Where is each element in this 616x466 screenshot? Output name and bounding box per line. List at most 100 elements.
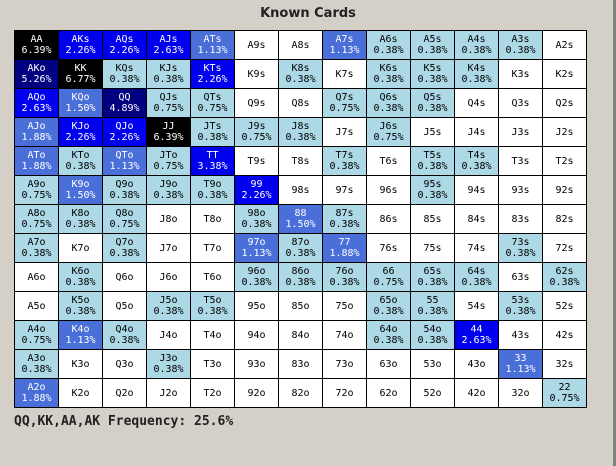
hand-cell[interactable]: QTo 1.13% (103, 147, 147, 176)
hand-cell[interactable]: QJs 0.75% (147, 89, 191, 118)
hand-cell[interactable]: 94s (455, 176, 499, 205)
hand-cell[interactable]: T9s (235, 147, 279, 176)
hand-cell[interactable]: Q9s (235, 89, 279, 118)
hand-cell[interactable]: A8s (279, 31, 323, 60)
hand-cell[interactable]: 54s (455, 292, 499, 321)
hand-cell[interactable]: 98o 0.38% (235, 205, 279, 234)
hand-cell[interactable]: A7s 1.13% (323, 31, 367, 60)
hand-cell[interactable]: 85o (279, 292, 323, 321)
hand-cell[interactable]: KJs 0.38% (147, 60, 191, 89)
hand-cell[interactable]: J2o (147, 379, 191, 408)
hand-cell[interactable]: K3s (499, 60, 543, 89)
hand-cell[interactable]: J9s 0.75% (235, 118, 279, 147)
hand-cell[interactable]: Q2o (103, 379, 147, 408)
hand-cell[interactable]: Q8s (279, 89, 323, 118)
hand-cell[interactable]: T6o (191, 263, 235, 292)
hand-cell[interactable]: K3o (59, 350, 103, 379)
hand-cell[interactable]: QQ 4.89% (103, 89, 147, 118)
hand-cell[interactable]: 77 1.88% (323, 234, 367, 263)
hand-cell[interactable]: 82s (543, 205, 587, 234)
hand-cell[interactable]: K2s (543, 60, 587, 89)
hand-cell[interactable]: TT 3.38% (191, 147, 235, 176)
hand-cell[interactable]: 75s (411, 234, 455, 263)
hand-cell[interactable]: 83o (279, 350, 323, 379)
hand-cell[interactable]: 84o (279, 321, 323, 350)
hand-cell[interactable]: 76o 0.38% (323, 263, 367, 292)
hand-cell[interactable]: K6s 0.38% (367, 60, 411, 89)
hand-cell[interactable]: A3s 0.38% (499, 31, 543, 60)
hand-cell[interactable]: 96s (367, 176, 411, 205)
hand-cell[interactable]: 53o (411, 350, 455, 379)
hand-cell[interactable]: 44 2.63% (455, 321, 499, 350)
hand-cell[interactable]: A3o 0.38% (15, 350, 59, 379)
hand-cell[interactable]: JJ 6.39% (147, 118, 191, 147)
hand-cell[interactable]: T8s (279, 147, 323, 176)
hand-cell[interactable]: 75o (323, 292, 367, 321)
hand-cell[interactable]: AJo 1.88% (15, 118, 59, 147)
hand-cell[interactable]: J8s 0.38% (279, 118, 323, 147)
hand-cell[interactable]: Q7s 0.75% (323, 89, 367, 118)
hand-cell[interactable]: T6s (367, 147, 411, 176)
hand-cell[interactable]: 93o (235, 350, 279, 379)
hand-cell[interactable]: 96o 0.38% (235, 263, 279, 292)
hand-cell[interactable]: 52o (411, 379, 455, 408)
hand-cell[interactable]: J7o (147, 234, 191, 263)
hand-cell[interactable]: K9s (235, 60, 279, 89)
hand-cell[interactable]: T7o (191, 234, 235, 263)
hand-cell[interactable]: 22 0.75% (543, 379, 587, 408)
hand-cell[interactable]: 64s 0.38% (455, 263, 499, 292)
hand-cell[interactable]: 76s (367, 234, 411, 263)
hand-cell[interactable]: A5s 0.38% (411, 31, 455, 60)
hand-cell[interactable]: Q4s (455, 89, 499, 118)
hand-cell[interactable]: T8o (191, 205, 235, 234)
hand-cell[interactable]: J6o (147, 263, 191, 292)
hand-cell[interactable]: JTs 0.38% (191, 118, 235, 147)
hand-cell[interactable]: T4s 0.38% (455, 147, 499, 176)
hand-cell[interactable]: A7o 0.38% (15, 234, 59, 263)
hand-cell[interactable]: T2o (191, 379, 235, 408)
hand-cell[interactable]: J9o 0.38% (147, 176, 191, 205)
hand-cell[interactable]: J5o 0.38% (147, 292, 191, 321)
hand-cell[interactable]: K5s 0.38% (411, 60, 455, 89)
hand-cell[interactable]: J2s (543, 118, 587, 147)
hand-cell[interactable]: Q4o 0.38% (103, 321, 147, 350)
hand-cell[interactable]: 83s (499, 205, 543, 234)
hand-cell[interactable]: J4s (455, 118, 499, 147)
hand-cell[interactable]: T5s 0.38% (411, 147, 455, 176)
hand-cell[interactable]: Q3o (103, 350, 147, 379)
hand-cell[interactable]: 98s (279, 176, 323, 205)
hand-cell[interactable]: 73s 0.38% (499, 234, 543, 263)
hand-cell[interactable]: Q6s 0.38% (367, 89, 411, 118)
hand-cell[interactable]: AKo 5.26% (15, 60, 59, 89)
hand-cell[interactable]: KQs 0.38% (103, 60, 147, 89)
hand-cell[interactable]: JTo 0.75% (147, 147, 191, 176)
hand-cell[interactable]: 65o 0.38% (367, 292, 411, 321)
hand-cell[interactable]: 99 2.26% (235, 176, 279, 205)
hand-cell[interactable]: Q2s (543, 89, 587, 118)
hand-cell[interactable]: KJo 2.26% (59, 118, 103, 147)
hand-cell[interactable]: 42s (543, 321, 587, 350)
hand-cell[interactable]: 92s (543, 176, 587, 205)
hand-cell[interactable]: 82o (279, 379, 323, 408)
hand-cell[interactable]: 74s (455, 234, 499, 263)
hand-cell[interactable]: 95s 0.38% (411, 176, 455, 205)
hand-cell[interactable]: J4o (147, 321, 191, 350)
hand-cell[interactable]: J5s (411, 118, 455, 147)
hand-cell[interactable]: 33 1.13% (499, 350, 543, 379)
hand-cell[interactable]: 32s (543, 350, 587, 379)
hand-cell[interactable]: 73o (323, 350, 367, 379)
hand-cell[interactable]: Q3s (499, 89, 543, 118)
hand-cell[interactable]: 54o 0.38% (411, 321, 455, 350)
hand-cell[interactable]: 52s (543, 292, 587, 321)
hand-cell[interactable]: QTs 0.75% (191, 89, 235, 118)
hand-cell[interactable]: Q5o (103, 292, 147, 321)
hand-cell[interactable]: 95o (235, 292, 279, 321)
hand-cell[interactable]: 72o (323, 379, 367, 408)
hand-cell[interactable]: A4s 0.38% (455, 31, 499, 60)
hand-cell[interactable]: K4s 0.38% (455, 60, 499, 89)
hand-cell[interactable]: K2o (59, 379, 103, 408)
hand-cell[interactable]: QJo 2.26% (103, 118, 147, 147)
hand-cell[interactable]: 62o (367, 379, 411, 408)
hand-cell[interactable]: A2o 1.88% (15, 379, 59, 408)
hand-cell[interactable]: 84s (455, 205, 499, 234)
